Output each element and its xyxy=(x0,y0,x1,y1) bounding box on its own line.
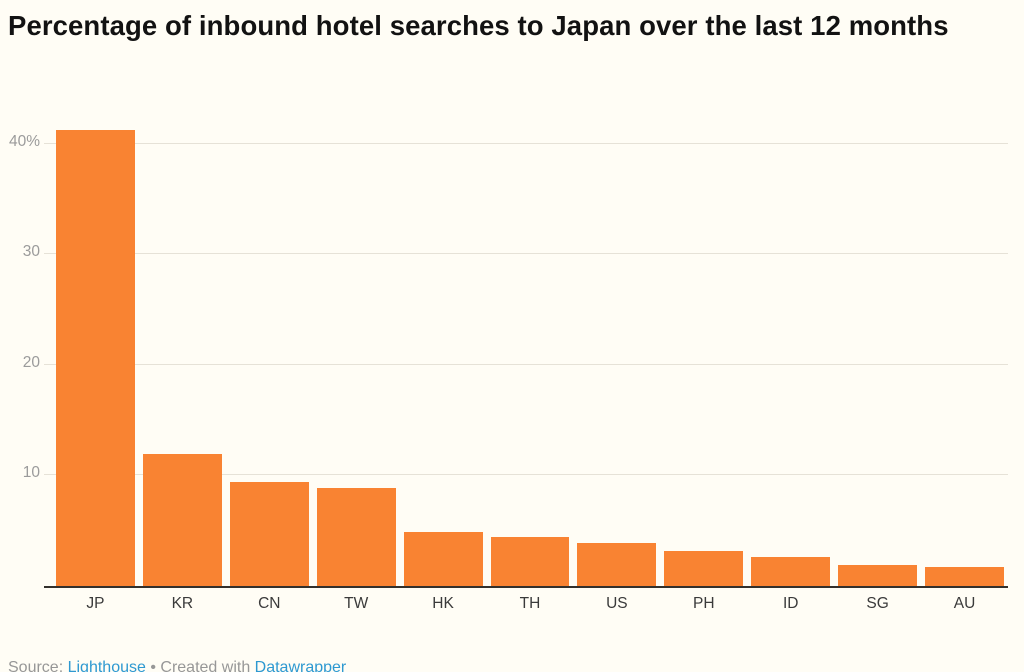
x-label-ID: ID xyxy=(782,595,799,612)
x-label-HK: HK xyxy=(432,595,454,612)
chart-title: Percentage of inbound hotel searches to … xyxy=(8,10,949,41)
bar-AU[interactable] xyxy=(925,567,1004,586)
x-label-TH: TH xyxy=(519,595,541,612)
bar-KR[interactable] xyxy=(142,454,222,586)
bar-TH[interactable] xyxy=(490,537,570,586)
bar-US[interactable] xyxy=(577,542,657,586)
x-label-AU: AU xyxy=(953,595,976,612)
x-axis-line xyxy=(44,586,1008,588)
datawrapper-link[interactable]: Datawrapper xyxy=(254,659,347,672)
x-label-TW: TW xyxy=(344,595,369,612)
plot-area: 10 20 30 40% xyxy=(8,126,1010,588)
gridline-40: 40% xyxy=(9,133,1008,150)
bar-PH[interactable] xyxy=(664,550,744,586)
y-tick-label-30: 30 xyxy=(22,243,40,261)
gridline-30: 30 xyxy=(23,243,1008,260)
bar-ID[interactable] xyxy=(751,557,831,586)
created-with-label: Created with xyxy=(160,659,255,672)
x-label-US: US xyxy=(606,595,628,612)
y-tick-label-20: 20 xyxy=(22,353,40,371)
bar-SG[interactable] xyxy=(838,565,918,586)
y-tick-label-40: 40% xyxy=(8,132,40,150)
x-label-PH: PH xyxy=(693,595,715,612)
bar-HK[interactable] xyxy=(403,531,483,586)
footer-separator: • xyxy=(145,659,161,672)
x-label-KR: KR xyxy=(171,595,194,612)
footer: Source: Lighthouse • Created with Datawr… xyxy=(8,659,346,672)
source-label: Source: xyxy=(8,659,68,672)
bar-JP[interactable] xyxy=(56,130,135,586)
x-axis-labels: JP KR CN TW HK TH US PH ID SG AU xyxy=(56,595,1004,613)
gridline-20: 20 xyxy=(23,354,1008,371)
x-label-JP: JP xyxy=(86,595,105,612)
source-link[interactable]: Lighthouse xyxy=(67,659,146,672)
y-tick-label-10: 10 xyxy=(22,464,40,482)
bars-layer xyxy=(56,126,1004,586)
bar-CN[interactable] xyxy=(229,482,309,586)
gridline-10: 10 xyxy=(23,464,1008,481)
x-label-CN: CN xyxy=(258,595,281,612)
x-label-SG: SG xyxy=(866,595,889,612)
bar-TW[interactable] xyxy=(316,487,396,586)
